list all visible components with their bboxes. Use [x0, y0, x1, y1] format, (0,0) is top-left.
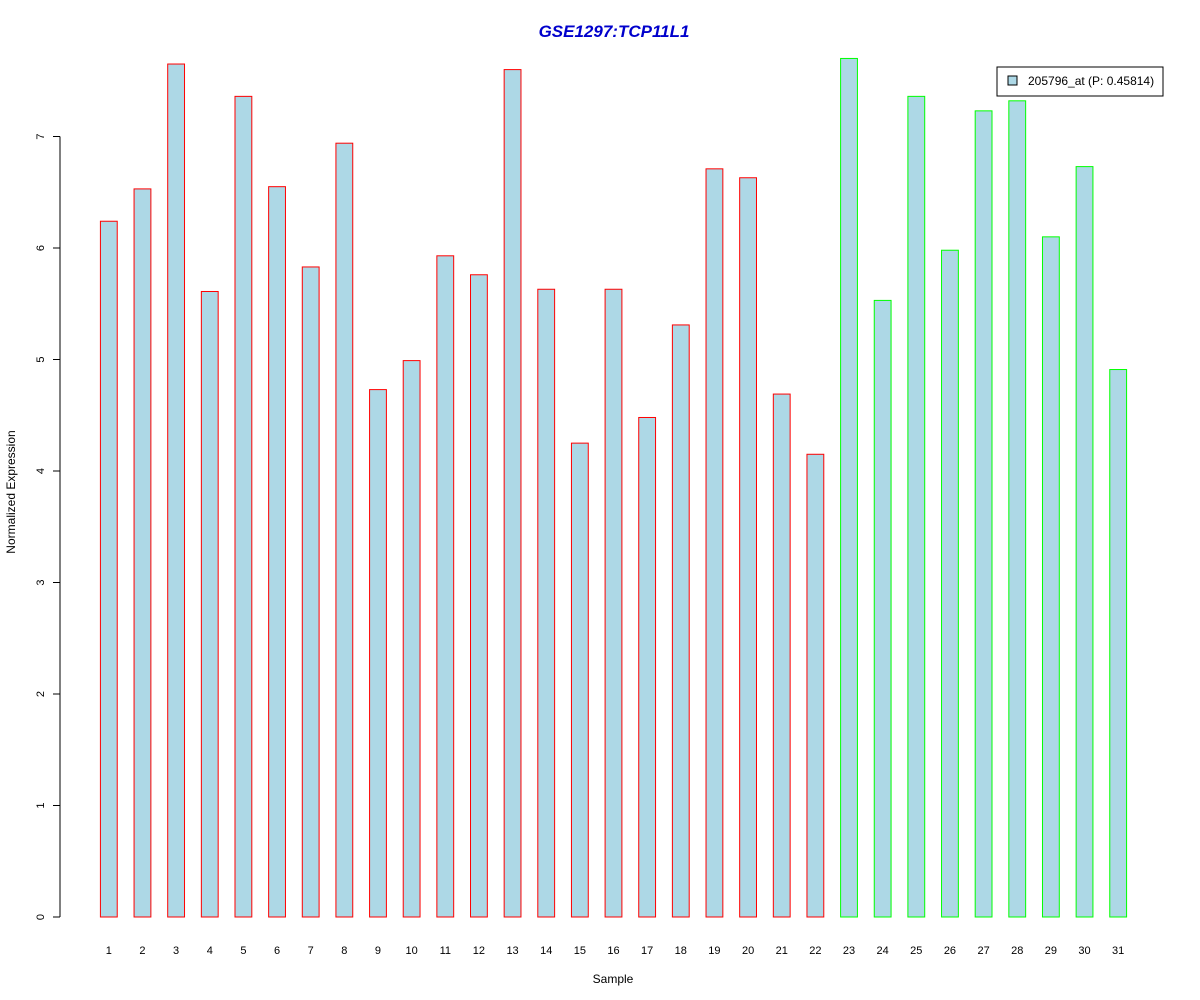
x-tick-label: 25: [910, 945, 922, 957]
bar-sample-31: [1109, 369, 1128, 918]
x-tick-label: 12: [473, 945, 485, 957]
bar-sample-18: [671, 324, 690, 918]
bar-sample-9: [369, 389, 387, 918]
x-tick-label: 6: [274, 945, 280, 957]
y-tick-label: 4: [35, 468, 47, 474]
bar-sample-5: [234, 95, 253, 918]
legend-swatch: [1007, 75, 1018, 86]
bar-sample-30: [1075, 166, 1094, 918]
x-axis-title: Sample: [593, 972, 634, 986]
bar-sample-12: [470, 274, 488, 918]
y-tick-label: 0: [35, 914, 47, 920]
bar-sample-6: [268, 186, 286, 918]
bar-sample-14: [537, 288, 556, 918]
x-tick-label: 22: [809, 945, 821, 957]
x-tick-label: 3: [173, 945, 179, 957]
y-axis: 0 1 2 3 4 5 6 7: [35, 133, 61, 920]
y-axis-title: Normalized Expression: [4, 430, 18, 553]
x-tick-label: 31: [1112, 945, 1124, 957]
legend-label: 205796_at (P: 0.45814): [1028, 74, 1154, 88]
x-tick-label: 21: [776, 945, 788, 957]
bar-sample-15: [570, 442, 589, 918]
x-tick-label: 7: [308, 945, 314, 957]
x-tick-label: 10: [406, 945, 418, 957]
x-tick-label: 29: [1045, 945, 1057, 957]
x-tick-label: 17: [641, 945, 653, 957]
bar-sample-20: [739, 177, 757, 918]
x-tick-label: 23: [843, 945, 855, 957]
y-tick-label: 3: [35, 579, 47, 585]
x-tick-label: 24: [877, 945, 889, 957]
bar-sample-25: [907, 95, 926, 918]
x-tick-label: 4: [207, 945, 213, 957]
y-tick-label: 6: [35, 245, 47, 251]
bar-sample-21: [772, 393, 791, 918]
bar-sample-26: [941, 249, 959, 918]
x-tick-label: 14: [540, 945, 552, 957]
bar-sample-24: [873, 299, 892, 918]
x-tick-label: 13: [506, 945, 518, 957]
x-tick-label: 30: [1078, 945, 1090, 957]
legend: 205796_at (P: 0.45814): [996, 66, 1164, 97]
x-tick-label: 19: [708, 945, 720, 957]
x-tick-label: 2: [139, 945, 145, 957]
bar-sample-11: [436, 255, 455, 918]
y-tick-label: 5: [35, 356, 47, 362]
bar-sample-13: [503, 69, 522, 918]
bar-sample-10: [402, 360, 421, 918]
bar-sample-22: [806, 453, 825, 918]
x-tick-labels: 1 2 3 4 5 6 7 8 9 10 11 12 13 14 15 16 17 18 19 20 21 22 23 24 2…: [106, 945, 1125, 957]
chart-title: GSE1297:TCP11L1: [539, 22, 690, 41]
bars: [99, 57, 1128, 918]
bar-sample-2: [133, 188, 152, 918]
bar-sample-4: [200, 290, 219, 918]
x-tick-label: 15: [574, 945, 586, 957]
y-tick-label: 7: [35, 133, 47, 139]
legend-box: [996, 66, 1164, 97]
bar-sample-28: [1008, 100, 1027, 918]
x-tick-label: 1: [106, 945, 112, 957]
y-tick-label: 1: [35, 802, 47, 808]
x-tick-label: 9: [375, 945, 381, 957]
bar-sample-8: [335, 142, 354, 918]
bar-sample-27: [974, 110, 993, 918]
x-tick-label: 8: [341, 945, 347, 957]
bar-sample-17: [638, 416, 657, 918]
x-tick-label: 27: [977, 945, 989, 957]
x-tick-label: 18: [675, 945, 687, 957]
x-tick-label: 20: [742, 945, 754, 957]
x-tick-label: 5: [240, 945, 246, 957]
bar-sample-16: [604, 288, 623, 918]
x-tick-label: 26: [944, 945, 956, 957]
bar-sample-1: [99, 220, 118, 918]
x-tick-label: 28: [1011, 945, 1023, 957]
bar-sample-19: [705, 168, 724, 918]
bar-sample-7: [301, 266, 320, 918]
bar-sample-23: [840, 57, 858, 918]
bar-sample-29: [1041, 236, 1060, 918]
y-tick-label: 2: [35, 691, 47, 697]
bar-sample-3: [167, 63, 186, 918]
x-tick-label: 11: [440, 945, 451, 957]
x-tick-label: 16: [607, 945, 619, 957]
